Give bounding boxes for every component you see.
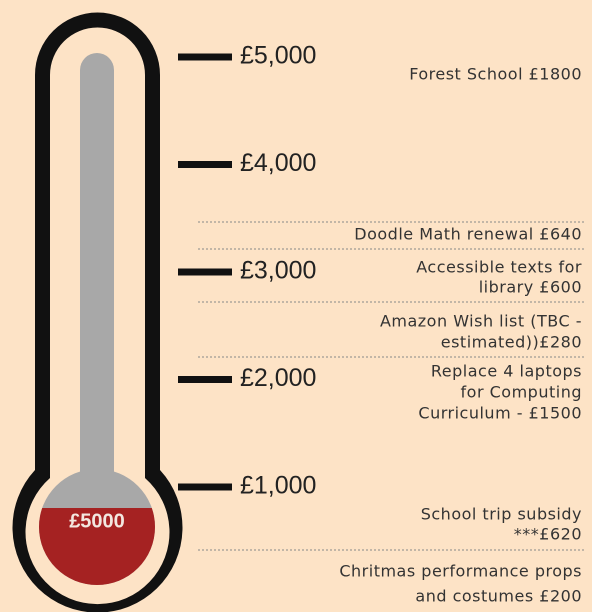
tick-label: £2,000: [240, 364, 316, 392]
tick-label: £5,000: [240, 42, 316, 70]
item-text: Accessible texts for: [416, 258, 582, 277]
item-text: Amazon Wish list (TBC -: [380, 312, 582, 331]
item-text: Forest School £1800: [409, 65, 582, 84]
tube: [80, 53, 114, 478]
item-text: Chritmas performance props: [339, 562, 582, 581]
item-text: ***£620: [514, 525, 582, 544]
item-text: Doodle Math renewal £640: [354, 225, 582, 244]
tick-label: £3,000: [240, 257, 316, 285]
item-text: library £600: [479, 278, 582, 297]
item-text: estimated))£280: [441, 333, 582, 352]
bulb-label: £5000: [69, 510, 125, 532]
tick-label: £1,000: [240, 472, 316, 500]
item-text: and costumes £200: [415, 587, 582, 606]
item-text: Curriculum - £1500: [418, 404, 582, 423]
item-text: for Computing: [461, 383, 582, 402]
item-text: Replace 4 laptops: [431, 362, 582, 381]
tick-label: £4,000: [240, 149, 316, 177]
item-text: School trip subsidy: [421, 505, 582, 524]
